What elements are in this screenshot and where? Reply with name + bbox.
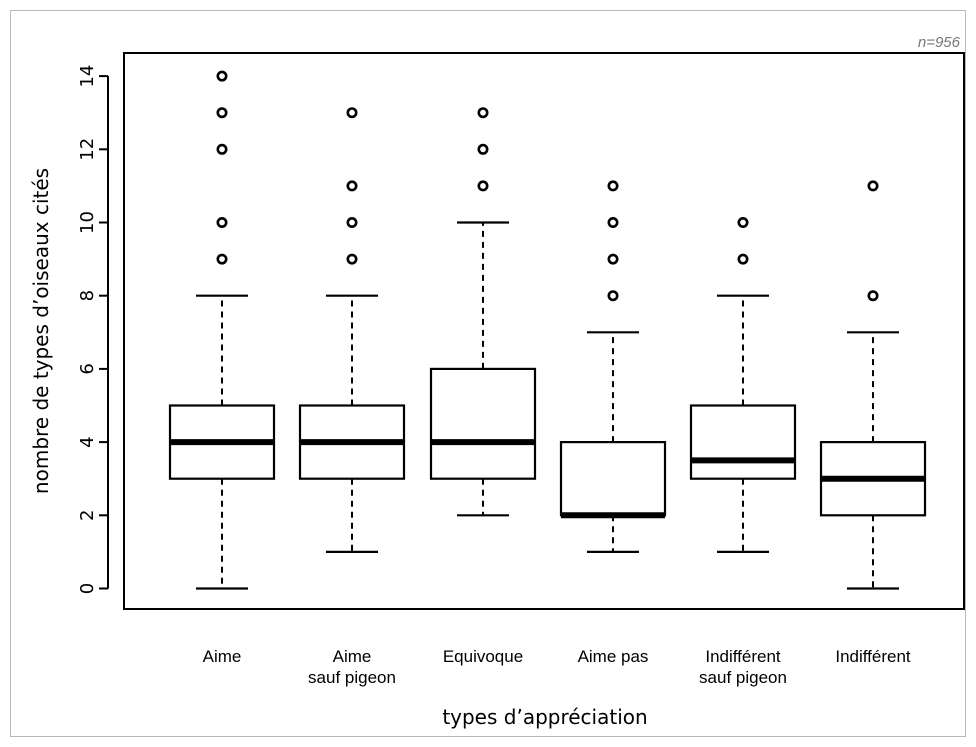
y-tick-label: 4 — [77, 436, 98, 447]
x-category-label: Aime pas — [578, 647, 649, 666]
x-category-label: Indifférent sauf pigeon — [699, 647, 787, 687]
iqr-box — [689, 404, 797, 480]
outlier-point — [216, 253, 228, 265]
y-tick-label: 6 — [77, 363, 98, 374]
box-group — [429, 107, 537, 517]
box-group — [819, 180, 927, 590]
y-axis-title: nombre de types d’oiseaux cités — [29, 168, 53, 494]
box-group — [559, 180, 667, 554]
outlier-point — [477, 107, 489, 119]
outlier-point — [216, 217, 228, 229]
outlier-point — [216, 70, 228, 82]
y-tick-label: 14 — [77, 65, 98, 88]
outlier-point — [477, 143, 489, 155]
outlier-point — [216, 107, 228, 119]
x-category-label: Aime — [203, 647, 242, 666]
outlier-point — [737, 253, 749, 265]
box-group — [689, 217, 797, 554]
x-category-label: Equivoque — [443, 647, 523, 666]
outlier-point — [346, 107, 358, 119]
outlier-point — [346, 217, 358, 229]
y-axis: 0 2 4 6 8 10 12 14 — [77, 65, 109, 594]
y-tick-label: 0 — [77, 583, 98, 594]
iqr-box — [429, 367, 537, 480]
x-category-label: Indifférent — [835, 647, 911, 666]
outlier-point — [737, 217, 749, 229]
outlier-point — [607, 217, 619, 229]
outlier-point — [867, 180, 879, 192]
outlier-point — [346, 180, 358, 192]
y-tick-label: 10 — [77, 211, 98, 234]
outlier-point — [607, 253, 619, 265]
x-axis-title: types d’appréciation — [442, 705, 647, 729]
box-group — [298, 107, 406, 554]
y-tick-label: 2 — [77, 510, 98, 521]
outlier-point — [607, 290, 619, 302]
y-tick-label: 12 — [77, 138, 98, 161]
x-category-label: Aime sauf pigeon — [308, 647, 396, 687]
outlier-point — [216, 143, 228, 155]
y-tick-label: 8 — [77, 290, 98, 301]
outlier-point — [346, 253, 358, 265]
sample-size-note: n=956 — [918, 34, 961, 51]
box-series — [168, 70, 927, 590]
outlier-point — [607, 180, 619, 192]
box-group — [168, 70, 276, 590]
outlier-point — [867, 290, 879, 302]
x-axis-categories: Aime Aime sauf pigeon Equivoque Aime pas Indi… — [203, 647, 911, 687]
figure-frame — [10, 10, 966, 737]
iqr-box — [559, 441, 667, 517]
outlier-point — [477, 180, 489, 192]
plot-area-border — [123, 52, 965, 610]
